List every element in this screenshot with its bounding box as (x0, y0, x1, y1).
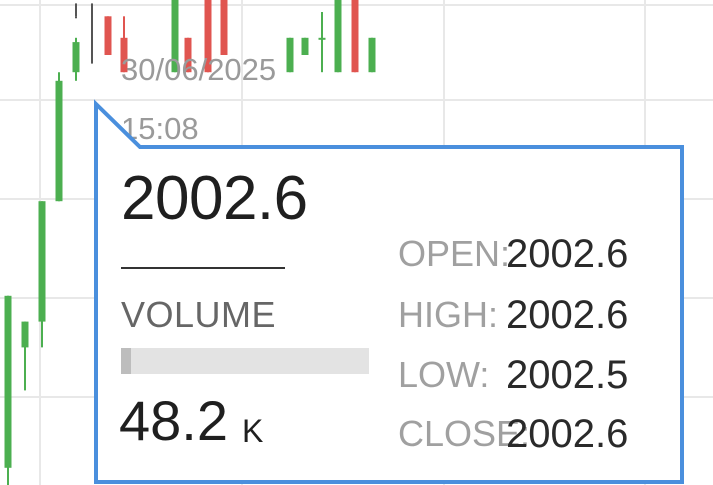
candle (171, 0, 179, 73)
volume-unit: K (242, 413, 264, 449)
tooltip-date: 30/06/2025 (121, 52, 277, 87)
candle-body (55, 80, 63, 202)
candle (184, 37, 192, 73)
high-label: HIGH: (398, 294, 499, 335)
candle (351, 0, 359, 73)
candle (4, 295, 12, 485)
tooltip-divider (121, 267, 285, 269)
open-label: OPEN: (398, 233, 511, 274)
candle-body (184, 37, 192, 73)
tooltip-price: 2002.6 (121, 164, 308, 233)
high-value: 2002.6 (506, 293, 629, 337)
candle (72, 37, 80, 81)
candle-body (38, 201, 46, 322)
volume-bar-fill (121, 348, 131, 374)
candle-body (318, 37, 326, 40)
candle (204, 0, 212, 73)
candle (55, 72, 63, 202)
candle-body (368, 37, 376, 73)
candle (334, 0, 342, 73)
candle (368, 37, 376, 73)
candle-body (286, 37, 294, 73)
candle (104, 16, 112, 55)
volume-value: 48.2 (119, 389, 228, 452)
candle-body (91, 13, 93, 17)
low-value: 2002.5 (506, 353, 629, 397)
candle-body (334, 0, 342, 73)
candle (286, 37, 294, 73)
open-value: 2002.6 (506, 232, 629, 276)
candle-body (72, 42, 80, 73)
candle (21, 321, 29, 391)
candle (38, 201, 46, 348)
candle-body (4, 295, 12, 468)
candle-series (4, 0, 376, 485)
candle (75, 3, 77, 19)
candle (120, 16, 128, 73)
volume-label: VOLUME (121, 294, 277, 335)
candle-body (220, 0, 228, 55)
volume-bar (121, 348, 369, 374)
candle-body (171, 0, 179, 73)
candle-body (104, 16, 112, 55)
candle-body (351, 0, 359, 73)
close-value: 2002.6 (506, 412, 629, 456)
candle-body (204, 0, 212, 73)
candle (301, 37, 309, 55)
candle-body (301, 37, 309, 55)
candle-body (120, 37, 128, 73)
tooltip-border (94, 99, 684, 484)
candle-body (91, 37, 93, 40)
candle-body (75, 16, 77, 19)
low-label: LOW: (398, 354, 490, 395)
candle-body (21, 321, 29, 348)
candle (220, 0, 228, 55)
candle (318, 12, 326, 73)
close-label: CLOSE: (398, 413, 531, 454)
candle (91, 3, 93, 38)
